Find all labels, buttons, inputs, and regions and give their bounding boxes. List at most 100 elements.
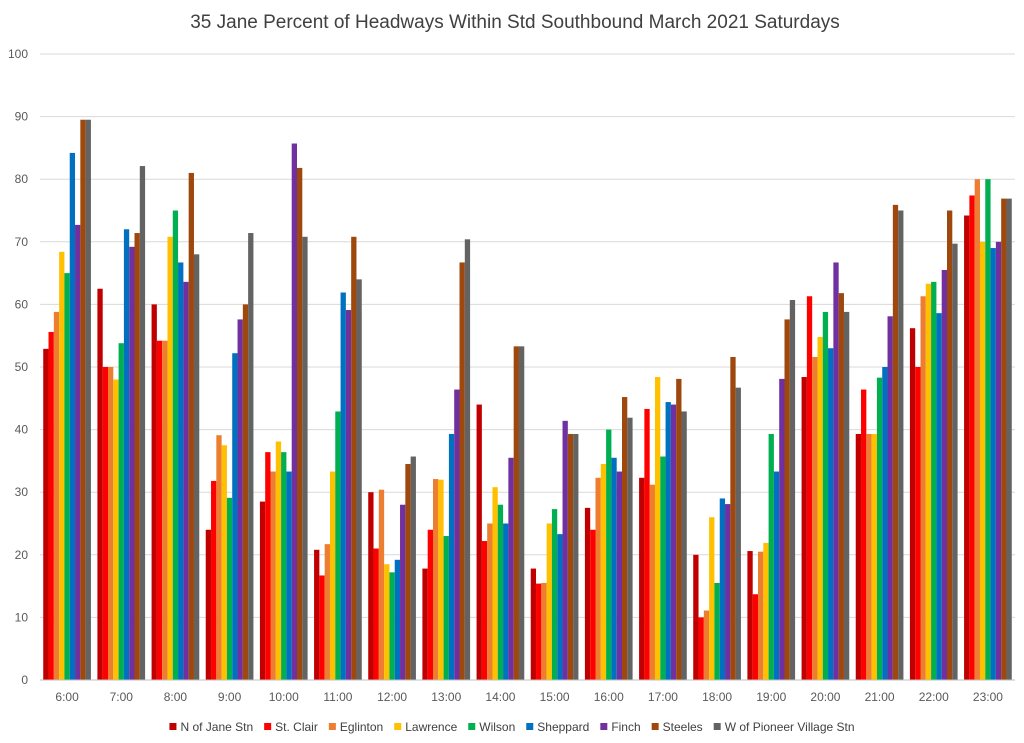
- bar: [368, 492, 374, 680]
- legend-swatch: [600, 723, 608, 730]
- x-tick-label: 9:00: [218, 690, 242, 704]
- bar: [53, 311, 60, 680]
- bar: [448, 433, 455, 680]
- bar: [644, 408, 650, 680]
- bar: [600, 464, 607, 680]
- bar: [838, 293, 844, 680]
- bar: [454, 389, 460, 680]
- bar: [925, 283, 932, 680]
- legend-swatch: [651, 723, 659, 730]
- y-tick-label: 100: [8, 47, 28, 61]
- y-tick-label: 70: [15, 235, 29, 249]
- bar: [80, 119, 86, 681]
- bar: [611, 457, 617, 680]
- legend-item: St. Clair: [264, 720, 318, 734]
- bar: [69, 152, 76, 680]
- bar: [573, 433, 579, 680]
- bar: [459, 262, 465, 680]
- bar: [833, 262, 839, 680]
- y-tick-label: 0: [21, 673, 28, 687]
- bar: [476, 404, 482, 680]
- bar: [394, 559, 401, 680]
- x-tick-label: 19:00: [756, 690, 786, 704]
- bar: [763, 542, 769, 680]
- gridlines: [40, 53, 1015, 618]
- bar: [314, 549, 320, 680]
- legend: N of Jane Stn St. Clair Eglinton Lawrence Wi…: [169, 720, 855, 734]
- bar: [351, 236, 357, 681]
- bar: [178, 262, 184, 680]
- bar: [513, 346, 519, 680]
- bar: [698, 617, 704, 680]
- bar: [952, 243, 958, 680]
- bar: [487, 523, 493, 680]
- y-tick-label: 50: [15, 360, 29, 374]
- bar: [113, 379, 119, 680]
- bar: [590, 529, 596, 680]
- bar: [812, 356, 818, 680]
- bar: [887, 316, 893, 680]
- y-axis-ticks: 0 10 20 30 40 50 60 70 80 90 100: [8, 47, 28, 687]
- bar: [871, 433, 877, 680]
- bar: [492, 487, 498, 680]
- bar: [861, 389, 867, 680]
- legend-item: N of Jane Stn: [169, 720, 253, 734]
- bar: [855, 433, 862, 680]
- legend-label: Wilson: [479, 720, 515, 734]
- bar: [373, 548, 379, 680]
- bar: [530, 568, 537, 680]
- bar: [660, 456, 666, 680]
- bar: [384, 564, 390, 680]
- bar: [270, 471, 276, 680]
- bar: [422, 568, 428, 680]
- legend-item: Sheppard: [526, 720, 589, 734]
- bar: [709, 517, 715, 680]
- bar: [941, 269, 947, 680]
- legend-label: Lawrence: [405, 720, 457, 734]
- x-tick-label: 22:00: [919, 690, 949, 704]
- legend-label: Finch: [611, 720, 640, 734]
- bar: [616, 471, 622, 680]
- x-tick-label: 17:00: [648, 690, 678, 704]
- bar: [985, 179, 991, 680]
- bar: [801, 377, 807, 680]
- bar: [665, 402, 671, 680]
- x-tick-label: 18:00: [702, 690, 732, 704]
- bar: [151, 304, 157, 680]
- bar: [546, 523, 552, 680]
- bar: [622, 397, 628, 680]
- x-tick-label: 6:00: [55, 690, 79, 704]
- bar: [481, 541, 488, 680]
- bar: [627, 417, 633, 680]
- x-tick-label: 12:00: [377, 690, 407, 704]
- legend-swatch: [526, 723, 534, 730]
- bar: [654, 377, 661, 680]
- bar: [464, 239, 471, 681]
- bar: [752, 594, 758, 680]
- bar: [378, 489, 385, 680]
- bar: [221, 445, 227, 680]
- bar: [892, 204, 899, 680]
- bar: [584, 507, 591, 680]
- bar: [405, 464, 411, 680]
- bar: [97, 288, 103, 680]
- legend-item: Wilson: [468, 720, 515, 734]
- bar: [714, 582, 720, 680]
- bar: [979, 241, 986, 681]
- legend-item: Eglinton: [328, 720, 383, 734]
- legend-swatch: [169, 723, 177, 730]
- bar: [557, 534, 563, 680]
- bar: [898, 210, 904, 680]
- bar: [216, 435, 222, 680]
- bar: [719, 498, 726, 680]
- bar: [866, 433, 872, 680]
- bar: [995, 241, 1002, 681]
- bar: [48, 331, 54, 680]
- legend-label: St. Clair: [275, 720, 318, 734]
- bar: [497, 504, 504, 680]
- bar: [936, 313, 942, 680]
- bar: [503, 523, 509, 680]
- bar: [915, 367, 921, 680]
- bar: [773, 471, 780, 680]
